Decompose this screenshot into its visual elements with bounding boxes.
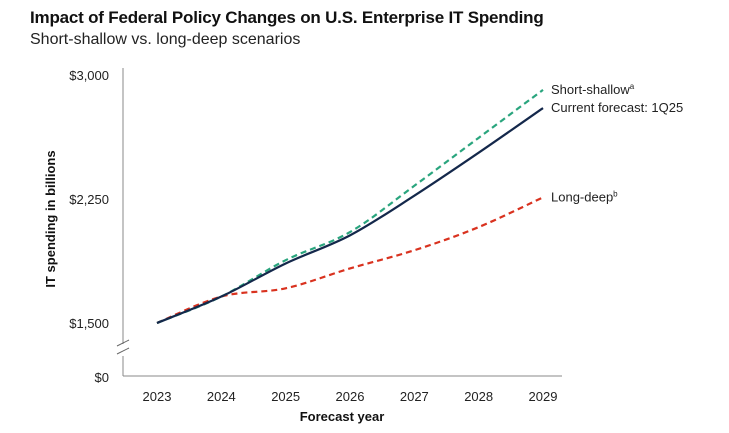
axis-break-mark <box>116 347 130 355</box>
x-axis-label: Forecast year <box>300 409 385 424</box>
y-axis-ticks: $3,000 $2,250 $1,500 $0 <box>69 68 109 385</box>
x-axis-ticks: 2023 2024 2025 2026 2027 2028 2029 <box>143 389 558 404</box>
x-tick-label: 2023 <box>143 389 172 404</box>
series-label: Short-shallowa <box>551 82 635 97</box>
series-label-superscript: b <box>613 189 618 198</box>
y-tick-label: $2,250 <box>69 192 109 207</box>
series-lines <box>156 88 544 325</box>
x-tick-label: 2029 <box>529 389 558 404</box>
x-tick-label: 2024 <box>207 389 236 404</box>
axis-break-mark <box>116 339 130 347</box>
series-line-long-deep <box>156 196 544 325</box>
y-tick-label: $3,000 <box>69 68 109 83</box>
chart-title: Impact of Federal Policy Changes on U.S.… <box>30 8 544 27</box>
series-line-short-shallow <box>156 88 544 325</box>
x-tick-label: 2026 <box>336 389 365 404</box>
chart-subtitle: Short-shallow vs. long-deep scenarios <box>30 31 301 48</box>
y-tick-label: $1,500 <box>69 316 109 331</box>
series-label: Long-deepb <box>551 189 618 204</box>
x-tick-label: 2027 <box>400 389 429 404</box>
y-tick-label: $0 <box>95 370 109 385</box>
y-axis-label: IT spending in billions <box>43 150 58 287</box>
series-label: Current forecast: 1Q25 <box>551 100 683 115</box>
x-tick-label: 2025 <box>271 389 300 404</box>
x-tick-label: 2028 <box>464 389 493 404</box>
series-line-current-forecast-1q25 <box>156 107 544 325</box>
chart-axes <box>116 68 562 377</box>
series-labels: Short-shallowa Current forecast: 1Q25 Long… <box>551 82 683 204</box>
series-label-superscript: a <box>630 82 635 91</box>
